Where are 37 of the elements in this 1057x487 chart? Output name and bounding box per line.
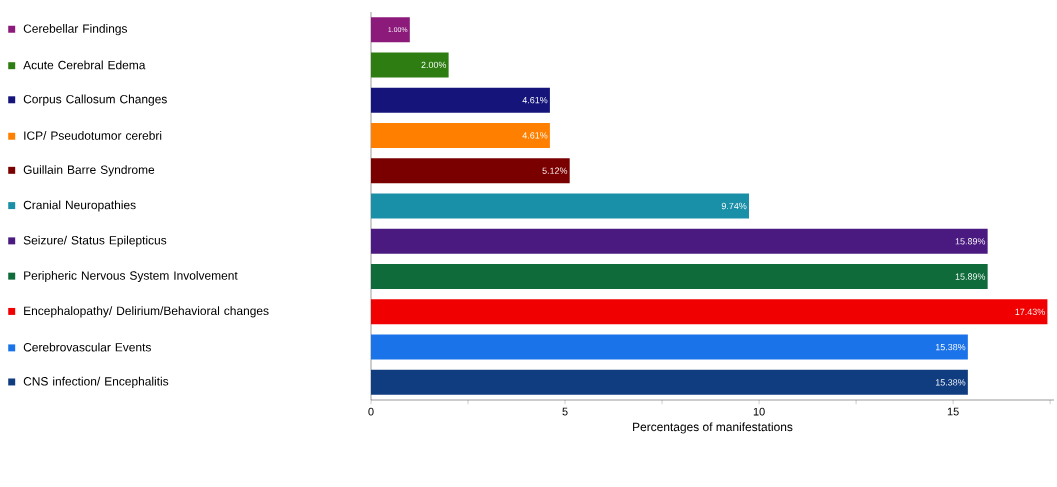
bar	[371, 299, 1048, 325]
data-label: 4.61%	[522, 97, 548, 104]
bar	[371, 193, 749, 219]
y-tick-label: ICP/ Pseudotumor cerebri	[24, 131, 162, 140]
y-tick-label: Cranial Neuropathies	[23, 200, 136, 212]
bar	[371, 52, 449, 78]
bar	[371, 122, 550, 148]
bar	[371, 264, 988, 290]
data-label: 5.12%	[542, 167, 568, 174]
bar	[371, 17, 410, 43]
y-tick-label: Corpus Callosum Changes	[23, 94, 167, 106]
bar	[371, 87, 550, 113]
data-label: 2.00%	[421, 61, 447, 69]
y-tick-label: Acute Cerebral Edema	[23, 60, 146, 70]
data-label: 15.89%	[955, 273, 986, 280]
data-label: 4.61%	[522, 132, 548, 139]
bar	[371, 158, 570, 184]
bar	[371, 369, 968, 395]
bar	[371, 334, 968, 360]
x-tick-label: 0	[368, 407, 374, 416]
y-tick-label: Guillain Barre Syndrome	[23, 165, 155, 177]
data-label: 15.89%	[955, 238, 986, 245]
data-label: 15.38%	[935, 343, 966, 351]
y-tick-label: Cerebrovascular Events	[23, 342, 151, 352]
y-tick-label: CNS infection/ Encephalitis	[23, 376, 169, 388]
bar	[371, 228, 988, 254]
data-label: 15.38%	[935, 379, 966, 386]
y-tick-label: Encephalopathy/ Delirium/Behavioral changes	[24, 306, 269, 318]
y-tick-label: Cerebellar Findings	[23, 24, 128, 36]
data-label: 9.74%	[721, 202, 747, 210]
y-tick-label: Peripheric Nervous System Involvement	[24, 270, 238, 283]
x-axis-title: Percentages of manifestations	[633, 422, 793, 434]
x-tick-label: 15	[947, 407, 959, 416]
data-label: 17.43%	[1015, 308, 1045, 315]
x-tick-label: 10	[753, 407, 765, 416]
x-tick-label: 5	[562, 407, 568, 416]
y-tick-label: Seizure/ Status Epilepticus	[23, 235, 167, 247]
